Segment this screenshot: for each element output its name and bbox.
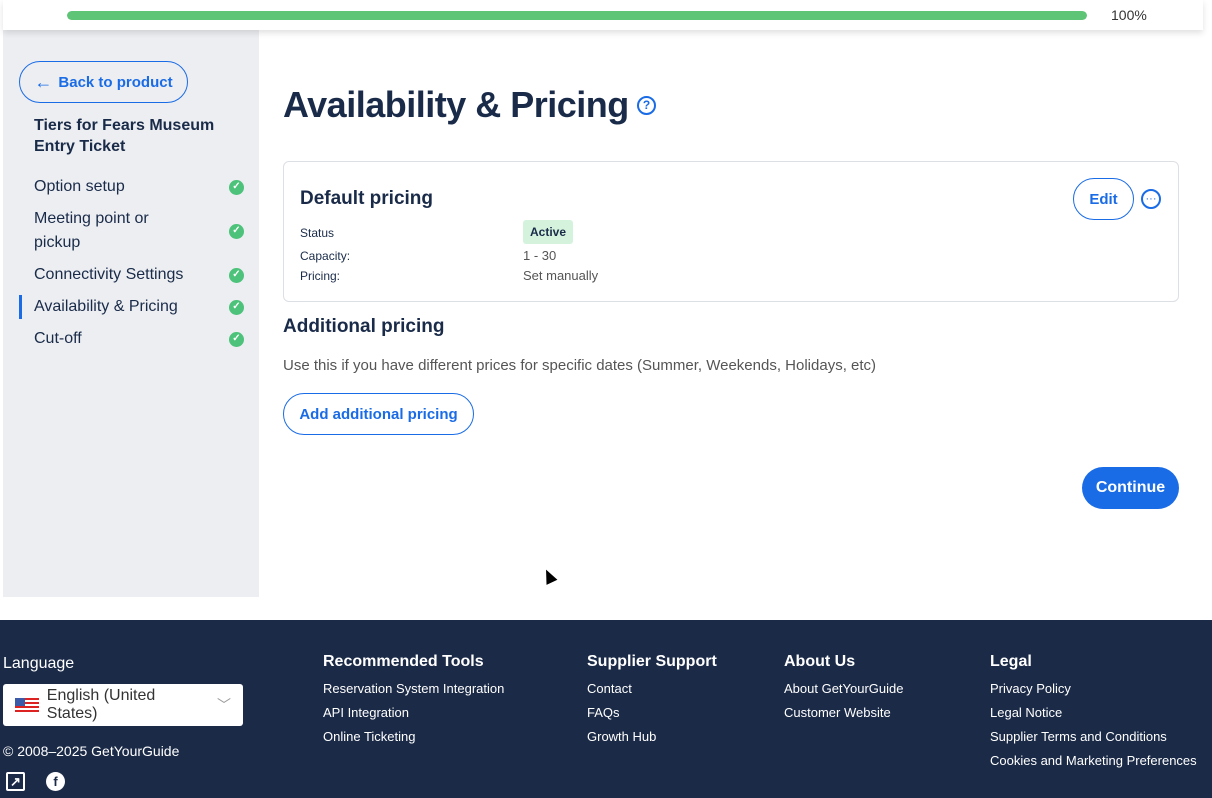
progress-percent: 100% xyxy=(1111,7,1147,23)
footer-column: About Us About GetYourGuide Customer Websi… xyxy=(784,653,904,725)
sidebar-item-connectivity[interactable]: Connectivity Settings ✓ xyxy=(19,263,244,287)
page-title: Availability & Pricing? xyxy=(283,84,656,126)
check-icon: ✓ xyxy=(229,179,244,195)
footer-column-title: About Us xyxy=(784,653,856,670)
footer-link[interactable]: Privacy Policy xyxy=(990,681,1071,696)
footer-column: Recommended Tools Reservation System Inte… xyxy=(323,653,504,749)
footer-column: Legal Privacy Policy Legal Notice Supplier … xyxy=(990,653,1197,773)
status-label: Status xyxy=(300,226,335,240)
sidebar-item-availability-pricing[interactable]: Availability & Pricing ✓ xyxy=(19,295,244,319)
default-pricing-card: Default pricing Status Active Capacity: … xyxy=(283,161,1179,302)
footer-link[interactable]: Growth Hub xyxy=(587,729,657,744)
progress-header: 100% xyxy=(3,0,1203,30)
pricing-value: Set manually xyxy=(523,268,599,283)
footer-link[interactable]: Contact xyxy=(587,681,632,696)
capacity-value: 1 - 30 xyxy=(523,248,557,263)
sidebar-item-meeting-point[interactable]: Meeting point or pickup ✓ xyxy=(19,207,244,255)
footer-link[interactable]: Reservation System Integration xyxy=(323,681,505,696)
progress-bar xyxy=(67,11,1087,20)
check-icon: ✓ xyxy=(229,223,244,239)
footer-link[interactable]: Customer Website xyxy=(784,705,891,720)
sidebar: ← Back to product Tiers for Fears Museum … xyxy=(3,30,259,597)
continue-button[interactable]: Continue xyxy=(1082,467,1179,509)
arrow-left-icon: ← xyxy=(34,71,53,92)
status-badge: Active xyxy=(523,220,574,244)
check-icon: ✓ xyxy=(229,331,244,347)
footer-link[interactable]: Legal Notice xyxy=(990,705,1063,720)
capacity-label: Capacity: xyxy=(300,249,351,263)
edit-button[interactable]: Edit xyxy=(1073,178,1134,220)
check-icon: ✓ xyxy=(229,267,244,283)
footer-link[interactable]: API Integration xyxy=(323,705,409,720)
footer-column-title: Recommended Tools xyxy=(323,653,484,670)
footer-link[interactable]: FAQs xyxy=(587,705,620,720)
product-name: Tiers for Fears Museum Entry Ticket xyxy=(34,117,215,155)
footer-column-title: Supplier Support xyxy=(587,653,717,670)
language-title: Language xyxy=(3,655,75,672)
footer-link[interactable]: Online Ticketing xyxy=(323,729,416,744)
pricing-label: Pricing: xyxy=(300,269,341,283)
additional-pricing-title: Additional pricing xyxy=(283,316,445,337)
language-select[interactable]: English (United States) ﹀ xyxy=(3,684,243,726)
external-link-icon[interactable]: ↗ xyxy=(6,772,25,791)
footer-link[interactable]: Cookies and Marketing Preferences xyxy=(990,753,1197,768)
footer-column: Supplier Support Contact FAQs Growth Hub xyxy=(587,653,717,749)
check-icon: ✓ xyxy=(229,299,244,315)
help-icon[interactable]: ? xyxy=(636,95,656,115)
additional-pricing-description: Use this if you have different prices fo… xyxy=(283,357,877,374)
sidebar-item-option-setup[interactable]: Option setup ✓ xyxy=(19,175,244,199)
copyright: © 2008–2025 GetYourGuide xyxy=(3,743,180,759)
card-title: Default pricing xyxy=(300,188,434,209)
add-additional-pricing-button[interactable]: Add additional pricing xyxy=(283,393,474,435)
mouse-cursor-icon xyxy=(540,567,558,585)
back-to-product-button[interactable]: ← Back to product xyxy=(19,61,188,103)
more-options-icon[interactable]: ··· xyxy=(1141,189,1161,209)
footer-link[interactable]: Supplier Terms and Conditions xyxy=(990,729,1167,744)
footer: Language English (United States) ﹀ © 2008… xyxy=(0,620,1212,798)
facebook-icon[interactable]: f xyxy=(46,772,65,791)
sidebar-item-cut-off[interactable]: Cut-off ✓ xyxy=(19,327,244,351)
footer-column-title: Legal xyxy=(990,653,1032,670)
chevron-down-icon: ﹀ xyxy=(217,697,231,713)
us-flag-icon xyxy=(15,697,39,713)
progress-fill xyxy=(67,11,1087,20)
footer-link[interactable]: About GetYourGuide xyxy=(784,681,904,696)
